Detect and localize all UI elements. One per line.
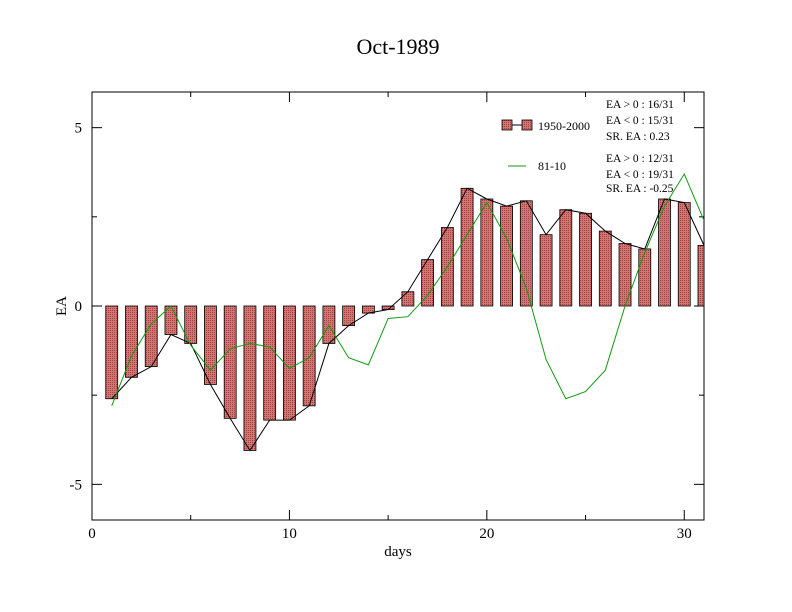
- bar: [519, 200, 533, 307]
- bar: [480, 198, 494, 307]
- y-tick-label: -5: [70, 477, 83, 493]
- bar: [105, 305, 119, 400]
- bar: [638, 248, 652, 307]
- chart-title: Oct-1989: [356, 34, 439, 59]
- bar: [263, 305, 277, 421]
- bar: [460, 187, 474, 307]
- stat-1950-neg: EA < 0 : 15/31: [606, 115, 674, 127]
- stat-1950-pos: EA > 0 : 16/31: [606, 99, 674, 111]
- stat-8110-sr: SR. EA : -0.25: [606, 183, 674, 195]
- bar: [144, 305, 158, 368]
- bar: [677, 202, 691, 307]
- x-tick-label: 0: [88, 526, 96, 542]
- bar: [618, 243, 632, 307]
- bar: [204, 305, 217, 385]
- x-axis-label: days: [384, 544, 412, 560]
- bar: [302, 305, 316, 407]
- stat-1950-sr: SR. EA : 0.23: [606, 131, 670, 143]
- legend-label-81-10: 81-10: [538, 159, 566, 173]
- bar: [243, 305, 257, 451]
- bar-series-1950-2000: [105, 187, 705, 451]
- bar: [579, 212, 592, 307]
- bar: [598, 230, 612, 307]
- legend-swatch-1950-2000-left: [501, 119, 513, 131]
- y-tick-label: 5: [75, 121, 83, 137]
- stat-8110-neg: EA < 0 : 19/31: [606, 169, 674, 181]
- series-line-1950-2000: [111, 187, 704, 452]
- bar: [559, 209, 573, 307]
- x-tick-label: 20: [479, 526, 494, 542]
- bar: [697, 244, 705, 307]
- y-tick-label: 0: [75, 299, 83, 315]
- x-tick-label: 30: [677, 526, 692, 542]
- bar: [223, 305, 237, 419]
- bar: [500, 205, 513, 307]
- legend: 1950-2000 81-10: [501, 119, 590, 173]
- line-series: [111, 172, 704, 452]
- y-axis-label: EA: [54, 296, 70, 316]
- bar: [401, 291, 415, 307]
- x-axis: 0 10 20 30: [88, 92, 692, 542]
- y-axis: -5 0 5: [70, 121, 704, 493]
- stats-block: EA > 0 : 16/31 EA < 0 : 15/31 SR. EA : 0…: [606, 99, 674, 195]
- series-line-81-10: [111, 172, 704, 407]
- legend-label-1950-2000: 1950-2000: [538, 119, 590, 133]
- x-tick-label: 10: [282, 526, 297, 542]
- legend-swatch-1950-2000-right: [521, 119, 533, 131]
- bar: [283, 305, 296, 421]
- stat-8110-pos: EA > 0 : 12/31: [606, 153, 674, 165]
- bar: [539, 234, 553, 307]
